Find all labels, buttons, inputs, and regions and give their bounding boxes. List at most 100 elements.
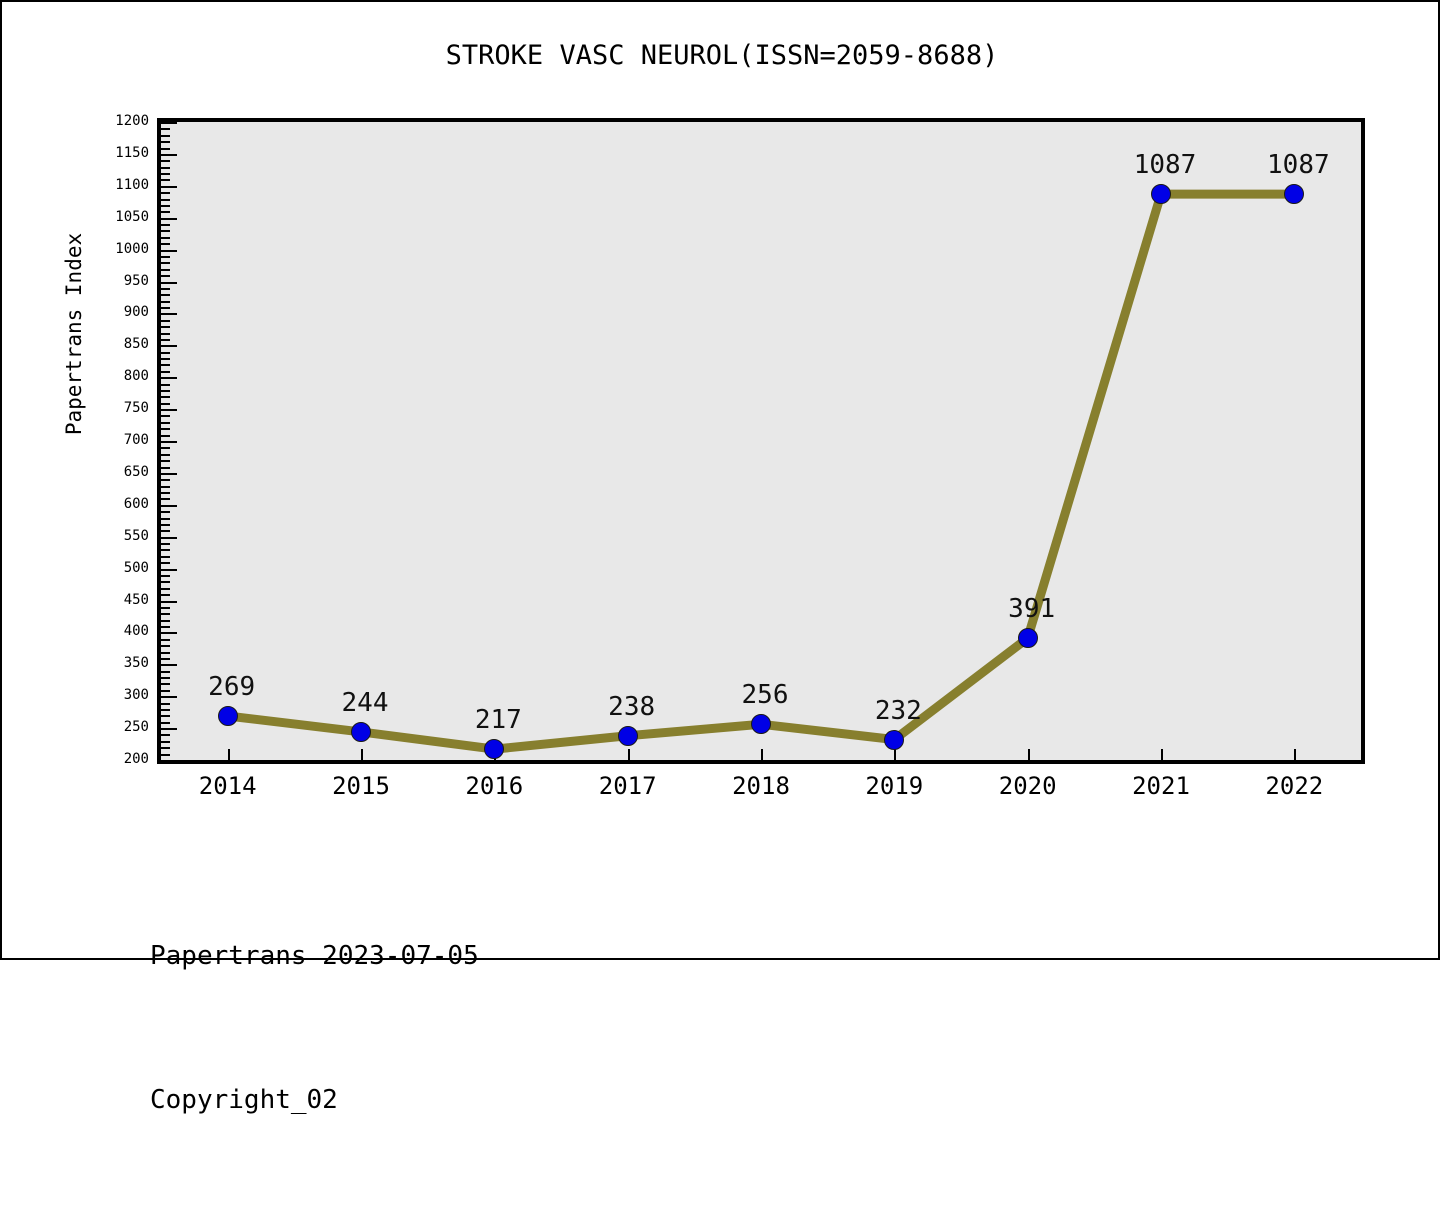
x-axis-tick-label: 2015: [332, 772, 390, 800]
y-axis-minor-tick: [161, 294, 170, 297]
y-axis-minor-tick: [161, 498, 170, 501]
y-axis-minor-tick: [161, 415, 170, 418]
x-axis-tick: [227, 749, 230, 760]
y-axis-major-tick: [161, 696, 177, 699]
y-axis-minor-tick: [161, 466, 170, 469]
y-axis-tick-label: 550: [123, 527, 149, 544]
y-axis-minor-tick: [161, 421, 170, 424]
data-point-label: 238: [608, 691, 656, 722]
y-axis-tick-label: 450: [123, 591, 149, 608]
y-axis-minor-tick: [161, 268, 170, 271]
y-axis-major-tick: [161, 600, 177, 603]
y-axis-minor-tick: [161, 530, 170, 533]
y-axis-minor-tick: [161, 236, 170, 239]
x-axis-tick: [627, 749, 630, 760]
y-axis-minor-tick: [161, 255, 170, 258]
y-axis-minor-tick: [161, 657, 170, 660]
y-axis-minor-tick: [161, 523, 170, 526]
x-axis-tick-label: 2022: [1265, 772, 1324, 800]
footer-line-source: Papertrans 2023-07-05: [150, 941, 479, 971]
y-axis-minor-tick: [161, 128, 170, 131]
y-axis-minor-tick: [161, 364, 170, 367]
y-axis-major-tick: [161, 345, 177, 348]
y-axis-minor-tick: [161, 543, 170, 546]
x-axis-tick-label: 2020: [998, 772, 1057, 800]
y-axis-tick-label: 300: [123, 687, 149, 704]
y-axis-tick-label: 1100: [115, 176, 149, 193]
data-point-marker: [884, 729, 905, 750]
y-axis-major-tick: [161, 504, 177, 507]
x-axis-tick: [1294, 749, 1297, 760]
y-axis-minor-tick: [161, 651, 170, 654]
y-axis-minor-tick: [161, 224, 170, 227]
y-axis-tick-label: 750: [123, 400, 149, 417]
y-axis-minor-tick: [161, 734, 170, 737]
data-point-marker: [351, 721, 371, 742]
y-axis-minor-tick: [161, 619, 170, 622]
y-axis-tick-label: 950: [123, 272, 149, 289]
y-axis-minor-tick: [161, 147, 170, 150]
y-axis-minor-tick: [161, 358, 170, 361]
data-point-label: 1087: [1267, 150, 1330, 181]
y-axis-minor-tick: [161, 606, 170, 609]
y-axis-minor-tick: [161, 677, 170, 680]
y-axis-minor-tick: [161, 166, 170, 169]
y-axis-minor-tick: [161, 383, 170, 386]
y-axis-major-tick: [161, 568, 177, 571]
y-axis-minor-tick: [161, 626, 170, 629]
x-axis-tick-label: 2018: [732, 772, 790, 800]
y-axis-minor-tick: [161, 447, 170, 450]
y-axis-minor-tick: [161, 511, 170, 514]
y-axis-minor-tick: [161, 587, 170, 590]
chart-page: STROKE VASC NEUROL(ISSN=2059-8688) Paper…: [0, 0, 1440, 1115]
x-axis-tick: [1161, 749, 1163, 760]
y-axis-minor-tick: [161, 683, 170, 686]
y-axis-minor-tick: [161, 389, 170, 392]
y-axis-major-tick: [161, 217, 177, 220]
y-axis-major-tick: [161, 728, 177, 731]
y-axis-tick-label: 200: [123, 751, 149, 767]
y-axis-minor-tick: [161, 230, 170, 233]
y-axis-minor-tick: [161, 581, 170, 584]
x-axis-tick-label: 2019: [865, 772, 924, 800]
y-axis-minor-tick: [161, 307, 170, 310]
x-axis-tick: [1027, 749, 1030, 760]
y-axis-minor-tick: [161, 396, 170, 399]
y-axis-minor-tick: [161, 243, 170, 246]
data-point-label: 1087: [1133, 150, 1197, 181]
y-axis-minor-tick: [161, 198, 170, 201]
y-axis-tick-label: 500: [123, 559, 149, 576]
y-axis-minor-tick: [161, 287, 170, 290]
y-axis-minor-tick: [161, 753, 170, 756]
y-axis-major-tick: [161, 249, 177, 252]
y-axis-minor-tick: [161, 141, 170, 144]
y-axis-minor-tick: [161, 370, 170, 373]
y-axis-major-tick: [161, 760, 177, 762]
y-axis-minor-tick: [161, 702, 170, 705]
data-point-label: 269: [208, 671, 256, 702]
data-point-marker: [217, 705, 238, 726]
y-axis-minor-tick: [161, 262, 170, 265]
y-axis-major-tick: [161, 536, 177, 539]
y-axis-minor-tick: [161, 332, 170, 335]
data-point-marker: [484, 739, 505, 760]
y-axis-minor-tick: [161, 428, 170, 431]
y-axis-major-tick: [161, 281, 177, 284]
y-axis-minor-tick: [161, 453, 170, 456]
data-point-label: 244: [341, 687, 389, 718]
x-axis-tick: [894, 749, 897, 760]
y-axis-tick-label: 800: [123, 368, 149, 385]
y-axis-minor-tick: [161, 192, 170, 195]
footer-line-copyright: Copyright_02: [150, 1085, 338, 1115]
y-axis-tick-label: 1000: [115, 240, 149, 257]
y-axis-minor-tick: [161, 300, 170, 303]
y-axis-major-tick: [161, 441, 177, 443]
y-axis-minor-tick: [161, 460, 170, 463]
data-point-marker: [1151, 184, 1171, 205]
y-axis-minor-tick: [161, 645, 170, 648]
data-point-label: 232: [874, 695, 922, 726]
y-axis-tick-label: 1150: [115, 144, 149, 161]
plot-area: 269 244 217 238 256 232 391 1087 1087: [157, 118, 1365, 764]
series-line: [227, 189, 1295, 754]
y-axis-minor-tick: [161, 434, 170, 437]
